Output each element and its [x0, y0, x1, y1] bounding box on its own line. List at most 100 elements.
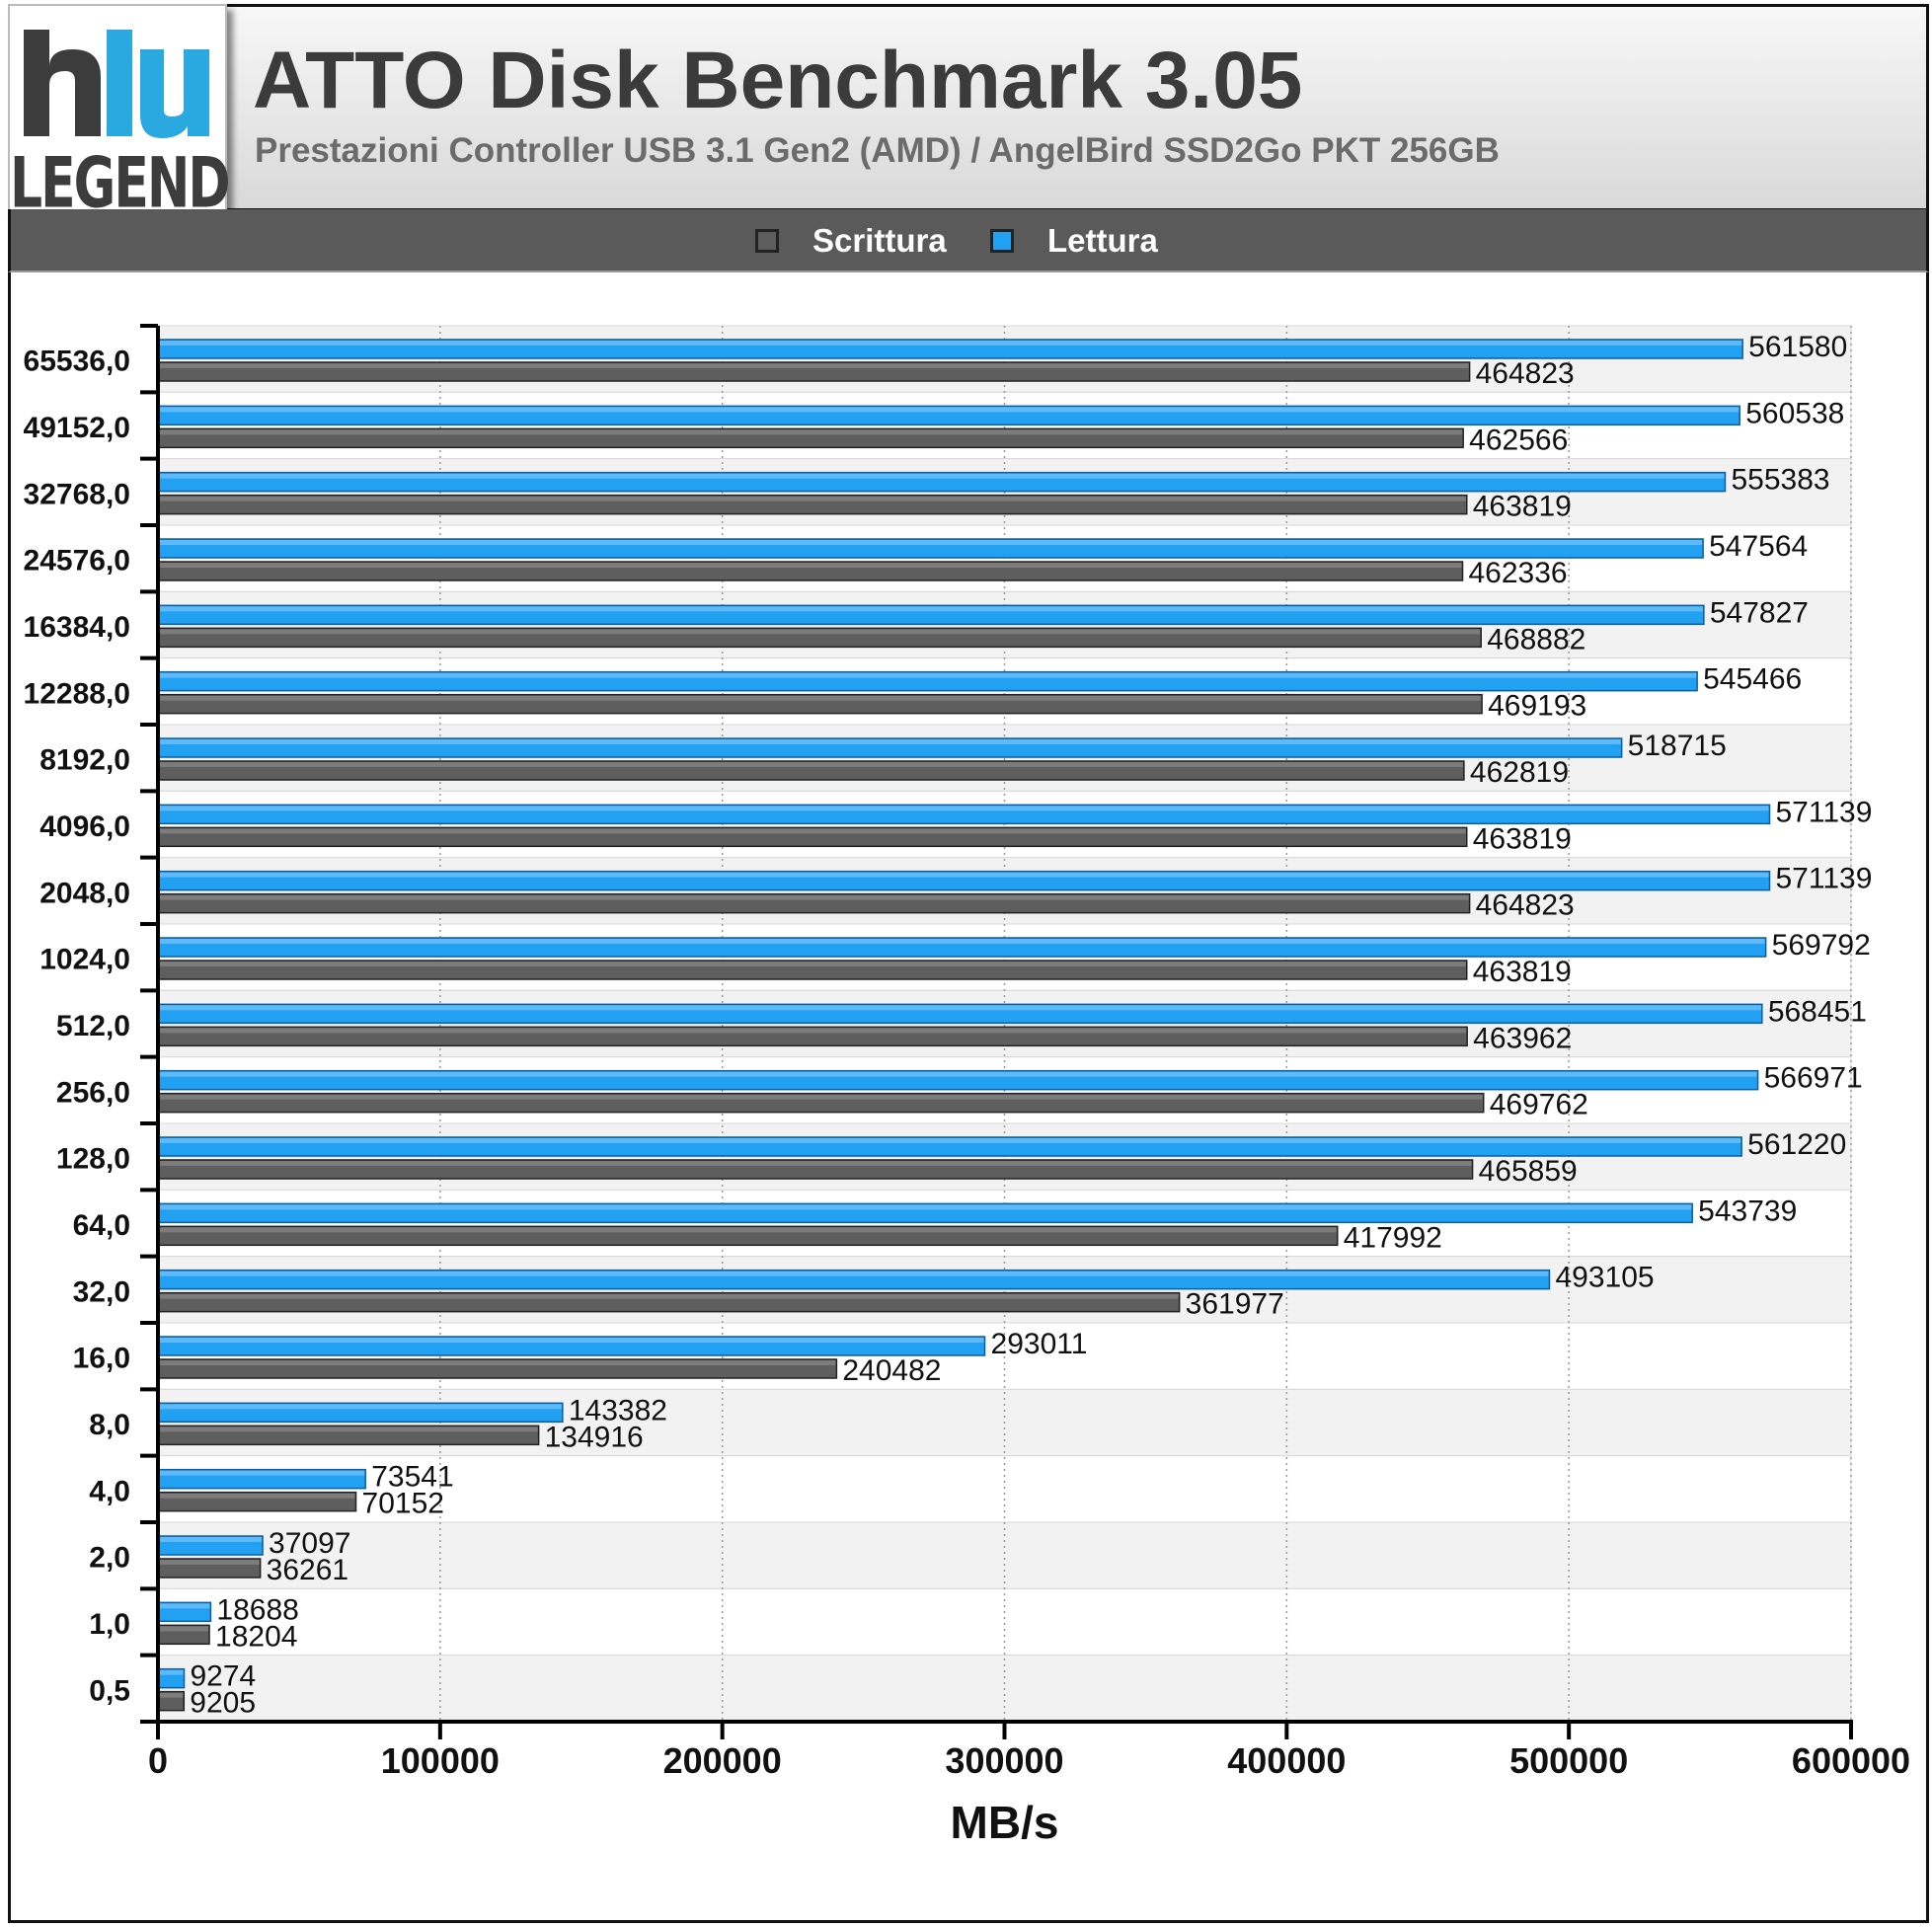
value-label-scrittura: 462819: [1470, 756, 1569, 789]
value-label-scrittura: 469762: [1490, 1089, 1588, 1121]
category-label: 1,0: [89, 1608, 130, 1641]
bar-highlight: [159, 473, 1725, 479]
bar-highlight: [159, 1227, 1337, 1233]
logo-mark-icon: [24, 30, 209, 138]
category-label: 32768,0: [24, 478, 130, 510]
value-label-lettura: 547564: [1709, 530, 1808, 563]
value-label-scrittura: 462566: [1469, 424, 1568, 456]
bar-highlight: [159, 429, 1463, 435]
bar-highlight: [159, 828, 1466, 834]
value-label-scrittura: 468882: [1487, 623, 1585, 655]
value-label-lettura: 571139: [1776, 863, 1873, 895]
value-label-scrittura: 463819: [1473, 956, 1572, 988]
bar-highlight: [159, 407, 1739, 413]
value-label-lettura: 493105: [1555, 1262, 1654, 1294]
category-label: 64,0: [73, 1209, 130, 1242]
category-label: 2,0: [89, 1542, 130, 1575]
category-label: 2048,0: [39, 877, 130, 909]
value-label-lettura: 143382: [569, 1394, 667, 1426]
category-label: 128,0: [56, 1143, 130, 1176]
bar-highlight: [159, 806, 1769, 811]
bar-highlight: [159, 1005, 1761, 1011]
x-tick-label: 200000: [663, 1740, 782, 1781]
bar-highlight: [159, 363, 1469, 368]
band-background: [157, 1521, 1852, 1589]
band-background: [157, 1587, 1852, 1657]
category-label: 8192,0: [39, 744, 130, 777]
bar-highlight: [159, 1404, 562, 1410]
bar-highlight: [159, 672, 1697, 678]
value-label-scrittura: 240482: [842, 1354, 941, 1387]
bar-highlight: [159, 1692, 184, 1698]
value-label-scrittura: 134916: [545, 1421, 644, 1453]
value-label-scrittura: 417992: [1344, 1221, 1442, 1254]
x-axis-title: MB/s: [951, 1797, 1059, 1848]
value-label-scrittura: 18204: [215, 1620, 297, 1653]
value-label-scrittura: 9205: [190, 1687, 256, 1720]
category-label: 32,0: [73, 1275, 130, 1308]
bar-highlight: [159, 341, 1742, 346]
value-label-lettura: 18688: [216, 1593, 298, 1626]
legend-label-lettura: Lettura: [1047, 222, 1158, 259]
category-label: 16384,0: [24, 611, 130, 644]
category-label: 49152,0: [24, 412, 130, 444]
category-label: 12288,0: [24, 677, 130, 710]
value-label-lettura: 560538: [1745, 397, 1844, 429]
value-label-scrittura: 361977: [1186, 1288, 1284, 1321]
bar-highlight: [159, 1426, 538, 1432]
chart-subtitle: Prestazioni Controller USB 3.1 Gen2 (AMD…: [255, 131, 1500, 170]
value-label-lettura: 561220: [1747, 1128, 1846, 1161]
bar-highlight: [159, 1493, 355, 1499]
category-label: 4,0: [89, 1475, 130, 1507]
x-tick-label: 0: [148, 1740, 168, 1781]
bar-highlight: [159, 1094, 1483, 1100]
legend-item-scrittura: Scrittura: [755, 221, 947, 261]
bar-highlight: [159, 1669, 184, 1675]
legend-item-lettura: Lettura: [990, 221, 1158, 261]
value-label-lettura: 569792: [1772, 929, 1871, 962]
category-label: 1024,0: [39, 944, 130, 976]
bar-highlight: [159, 939, 1765, 944]
value-label-lettura: 9274: [191, 1660, 257, 1693]
category-label: 65536,0: [24, 346, 130, 378]
legend: Scrittura Lettura: [8, 209, 1929, 272]
category-label: 8,0: [89, 1409, 130, 1441]
value-label-lettura: 555383: [1731, 464, 1829, 497]
category-label: 512,0: [56, 1010, 130, 1042]
bar-highlight: [159, 1271, 1549, 1276]
legend-label-scrittura: Scrittura: [812, 222, 947, 259]
chart-header: ATTO Disk Benchmark 3.05 Prestazioni Con…: [8, 4, 1929, 211]
x-tick-label: 600000: [1792, 1740, 1910, 1781]
value-label-scrittura: 465859: [1479, 1155, 1578, 1188]
category-label: 16,0: [73, 1343, 130, 1375]
x-tick-label: 400000: [1227, 1740, 1346, 1781]
value-label-lettura: 37097: [269, 1527, 350, 1560]
legend-swatch-scrittura: [755, 229, 779, 253]
bar-highlight: [159, 962, 1466, 966]
category-label: 0,5: [89, 1674, 130, 1707]
x-tick-label: 500000: [1509, 1740, 1628, 1781]
bar-highlight: [159, 762, 1463, 767]
value-label-lettura: 547827: [1710, 596, 1809, 629]
bar-highlight: [159, 1161, 1472, 1166]
bar-highlight: [159, 1626, 209, 1632]
value-label-lettura: 566971: [1764, 1062, 1863, 1095]
category-label: 24576,0: [24, 545, 130, 578]
category-label: 4096,0: [39, 810, 130, 843]
x-tick-label: 100000: [381, 1740, 500, 1781]
value-label-lettura: 568451: [1768, 995, 1867, 1028]
bar-highlight: [159, 1537, 263, 1542]
bar-highlight: [159, 1560, 260, 1565]
value-label-lettura: 561580: [1748, 331, 1847, 363]
value-label-lettura: 73541: [371, 1461, 453, 1494]
chart-title: ATTO Disk Benchmark 3.05: [253, 36, 1303, 125]
bar-highlight: [159, 1204, 1692, 1210]
value-label-lettura: 518715: [1628, 730, 1727, 762]
value-label-lettura: 571139: [1776, 796, 1873, 828]
bar-highlight: [159, 606, 1703, 612]
value-label-scrittura: 464823: [1476, 357, 1575, 390]
bar-highlight: [159, 540, 1703, 545]
bar-highlight: [159, 894, 1469, 900]
value-label-scrittura: 463819: [1473, 822, 1572, 855]
